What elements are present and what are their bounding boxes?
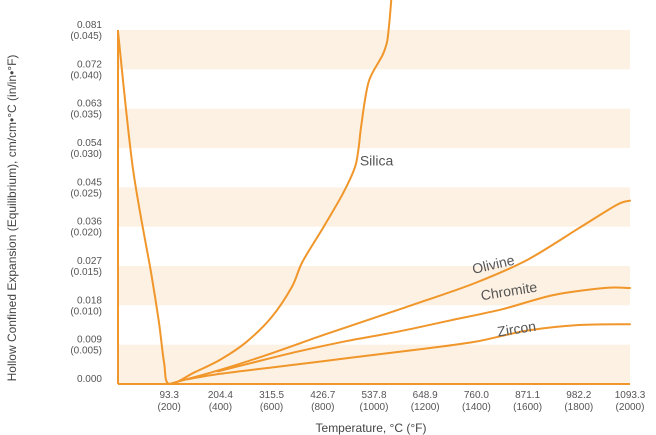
background-band [118,30,630,70]
y-tick-label-metric: 0.027 [77,256,102,267]
series-line-chromite [216,286,631,373]
background-band [118,266,630,306]
series-label-zircon: Zircon [496,318,537,340]
x-tick-label-celsius: 871.1 [515,390,540,401]
y-tick-label-metric: 0.081 [77,20,102,31]
y-tick-label-imperial: (0.035) [70,110,102,121]
x-tick-label-celsius: 93.3 [159,390,179,401]
y-tick-label-imperial: (0.015) [70,267,102,278]
y-axis-title: Hollow Confined Expansion (Equilibrium),… [5,55,19,382]
background-band [118,108,630,148]
y-tick-label-imperial: (0.030) [70,149,102,160]
x-tick-label-fahrenheit: (1800) [564,402,593,413]
x-tick-label-celsius: 426.7 [310,390,335,401]
y-axis-ticks: 0.000 0.009(0.005) 0.018(0.010) 0.027(0.015… [70,20,102,385]
x-tick-label-fahrenheit: (1000) [360,402,389,413]
series-label-silica: Silica [360,152,394,168]
x-tick-label-fahrenheit: (1200) [411,402,440,413]
x-tick-label-celsius: 1093.3 [615,390,646,401]
series-lines [117,0,631,386]
y-tick-label-metric: 0.045 [77,177,102,188]
x-axis-ticks: 93.3(200) 204.4(400) 315.5(600) 426.7(800) 5… [158,390,646,413]
series-line-zircon [186,323,631,381]
y-tick-label-imperial: (0.025) [70,188,102,199]
series-line-olivine [168,199,631,385]
y-tick-label-metric: 0.054 [77,138,102,149]
y-tick-label-metric: 0.036 [77,217,102,228]
x-tick-label-celsius: 648.9 [413,390,438,401]
x-tick-label-fahrenheit: (800) [311,402,334,413]
y-tick-label-imperial: (0.045) [70,31,102,42]
y-tick-label-metric: 0.018 [77,295,102,306]
x-tick-label-fahrenheit: (200) [158,402,181,413]
background-bands [118,30,630,384]
y-tick-label-metric: 0.009 [77,335,102,346]
x-tick-label-fahrenheit: (600) [260,402,283,413]
y-tick-label-metric: 0.072 [77,59,102,70]
x-tick-label-fahrenheit: (2000) [616,402,645,413]
x-tick-label-celsius: 315.5 [259,390,284,401]
y-tick-label-imperial: (0.010) [70,306,102,317]
y-tick-label-imperial: (0.005) [70,346,102,357]
y-tick-label-metric: 0.000 [77,374,102,385]
y-tick-label-metric: 0.063 [77,99,102,110]
y-tick-label-imperial: (0.040) [70,70,102,81]
background-band [118,187,630,227]
x-tick-label-fahrenheit: (1400) [462,402,491,413]
x-tick-label-celsius: 204.4 [208,390,233,401]
x-tick-label-celsius: 760.0 [464,390,489,401]
x-tick-label-fahrenheit: (1600) [513,402,542,413]
x-tick-label-celsius: 982.2 [566,390,591,401]
x-tick-label-celsius: 537.8 [361,390,386,401]
x-tick-label-fahrenheit: (400) [209,402,232,413]
x-axis-title: Temperature, °C (°F) [316,421,427,435]
y-tick-label-imperial: (0.020) [70,228,102,239]
